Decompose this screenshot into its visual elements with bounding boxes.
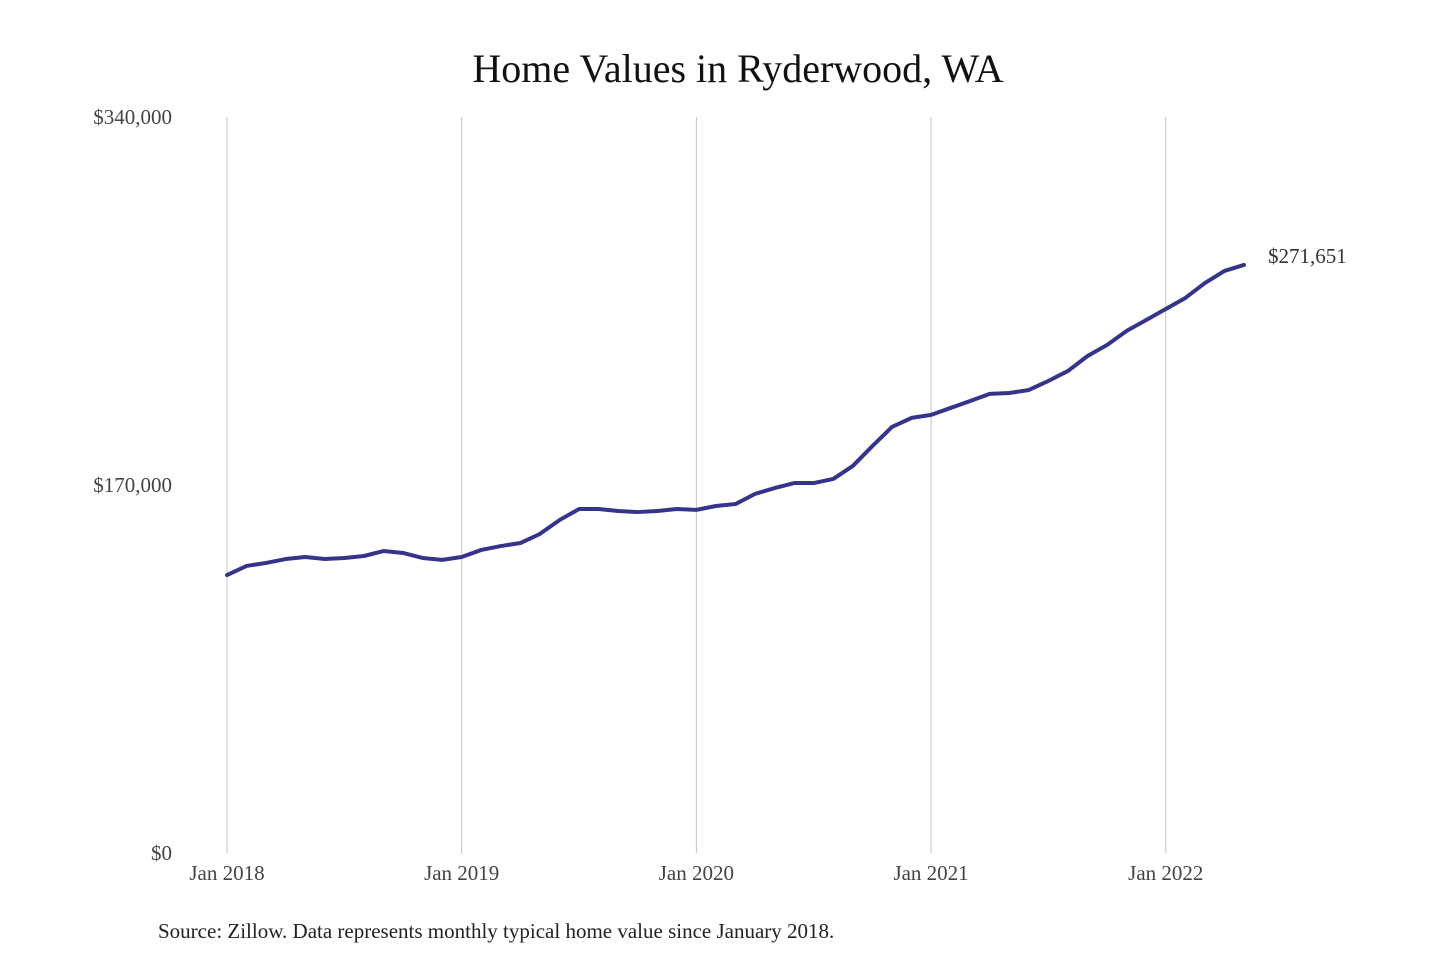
x-tick-label: Jan 2018 <box>189 861 264 885</box>
x-tick-label: Jan 2020 <box>659 861 734 885</box>
chart-title: Home Values in Ryderwood, WA <box>472 46 1003 91</box>
x-tick-label: Jan 2021 <box>893 861 968 885</box>
source-note: Source: Zillow. Data represents monthly … <box>158 919 834 943</box>
x-tick-label: Jan 2019 <box>424 861 499 885</box>
y-tick-label: $340,000 <box>93 105 172 129</box>
data-line <box>225 262 1246 578</box>
y-tick-label: $170,000 <box>93 473 172 497</box>
value-label: $271,651 <box>1268 244 1347 268</box>
x-tick-label: Jan 2022 <box>1128 861 1203 885</box>
y-tick-label: $0 <box>151 841 172 865</box>
